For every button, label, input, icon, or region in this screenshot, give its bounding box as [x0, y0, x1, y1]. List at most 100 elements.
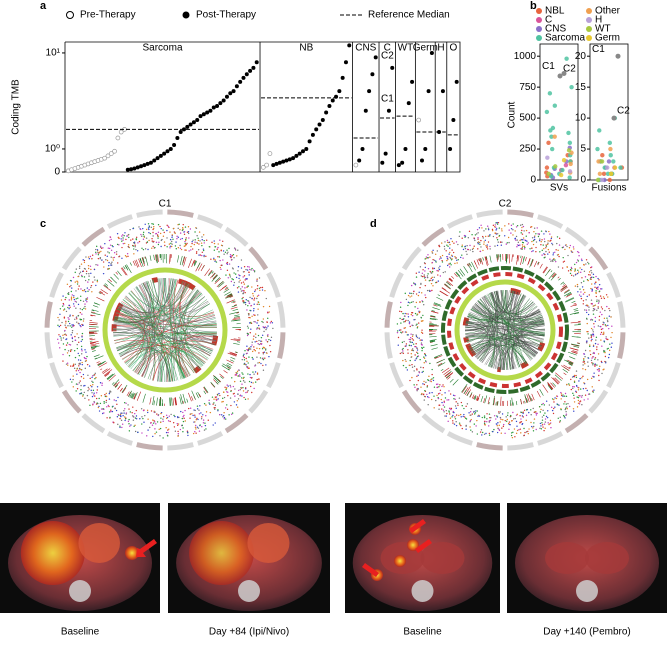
- bar-tick: [460, 269, 465, 276]
- cn-dot: [201, 242, 202, 243]
- cn-dot: [151, 238, 152, 239]
- cn-dot: [263, 359, 264, 360]
- point: [564, 56, 568, 60]
- cn-dot: [221, 401, 222, 402]
- cn-dot: [234, 247, 235, 248]
- bar-tick: [570, 348, 578, 350]
- bar-tick: [224, 370, 228, 373]
- cn-dot: [94, 402, 95, 403]
- highlight-label: C1: [592, 44, 605, 55]
- cn-dot: [414, 306, 415, 307]
- cn-dot: [611, 326, 612, 327]
- cn-dot: [446, 413, 447, 414]
- cn-dot: [112, 246, 113, 247]
- cn-dot: [556, 398, 557, 399]
- cn-dot: [464, 416, 465, 417]
- ideogram: [477, 212, 503, 215]
- cn-dot: [258, 378, 259, 379]
- cn-dot: [163, 236, 164, 237]
- cn-dot: [121, 258, 122, 259]
- cn-dot: [440, 390, 441, 391]
- cn-dot: [258, 295, 259, 296]
- cn-dot: [473, 248, 474, 249]
- bar-tick: [569, 357, 575, 359]
- cn-dot: [451, 259, 452, 260]
- highlight-point: [612, 116, 617, 121]
- pre-point: [113, 149, 117, 153]
- cn-dot: [573, 397, 574, 398]
- cn-dot: [444, 241, 445, 242]
- cn-dot: [475, 234, 476, 235]
- cn-dot: [422, 315, 423, 316]
- cn-dot: [465, 248, 466, 249]
- cn-dot: [544, 257, 545, 258]
- bar-tick: [565, 298, 573, 302]
- cn-dot: [196, 235, 197, 236]
- cn-dot: [586, 319, 587, 320]
- cn-dot: [213, 259, 214, 260]
- cn-dot: [88, 399, 89, 400]
- cn-dot: [432, 252, 433, 253]
- highlight-label: C2: [563, 64, 576, 75]
- cn-dot: [477, 248, 478, 249]
- cn-dot: [261, 321, 262, 322]
- cn-dot: [591, 378, 592, 379]
- cn-dot: [232, 267, 233, 268]
- legend-marker: [183, 12, 190, 19]
- cn-dot: [219, 239, 220, 240]
- cn-dot: [561, 393, 562, 394]
- cn-dot: [474, 411, 475, 412]
- cn-dot: [455, 399, 456, 400]
- cn-dot: [250, 386, 251, 387]
- spine: [69, 580, 91, 602]
- cn-dot: [417, 327, 418, 328]
- cn-dot: [431, 272, 432, 273]
- cn-dot: [429, 256, 430, 257]
- cn-dot: [136, 237, 137, 238]
- cn-dot: [566, 406, 567, 407]
- cn-dot: [81, 336, 82, 337]
- cn-dot: [151, 410, 152, 411]
- cn-dot: [411, 364, 412, 365]
- cn-dot: [230, 385, 231, 386]
- post-point: [347, 43, 351, 47]
- cn-dot: [421, 342, 422, 343]
- cn-dot: [127, 256, 128, 257]
- cn-dot: [153, 226, 154, 227]
- cn-dot: [99, 410, 100, 411]
- cn-dot: [579, 401, 580, 402]
- cn-dot: [222, 259, 223, 260]
- cn-dot: [248, 271, 249, 272]
- cn-dot: [262, 357, 263, 358]
- cn-dot: [465, 246, 466, 247]
- cn-dot: [474, 423, 475, 424]
- cn-dot: [227, 252, 228, 253]
- cn-dot: [581, 395, 582, 396]
- post-point: [451, 118, 455, 122]
- cn-dot: [520, 428, 521, 429]
- cn-dot: [87, 287, 88, 288]
- cn-dot: [580, 296, 581, 297]
- cn-dot: [482, 236, 483, 237]
- cn-dot: [583, 289, 584, 290]
- cn-dot: [105, 259, 106, 260]
- point: [569, 85, 573, 89]
- point: [596, 178, 600, 182]
- cn-dot: [125, 403, 126, 404]
- bar-tick: [512, 398, 513, 406]
- post-point: [228, 91, 232, 95]
- cn-dot: [524, 410, 525, 411]
- cn-dot: [83, 259, 84, 260]
- cn-dot: [444, 246, 445, 247]
- cn-dot: [417, 337, 418, 338]
- cn-dot: [522, 423, 523, 424]
- cn-dot: [194, 421, 195, 422]
- cn-dot: [587, 262, 588, 263]
- cn-dot: [203, 240, 204, 241]
- cn-dot: [549, 240, 550, 241]
- cn-dot: [522, 246, 523, 247]
- cn-dot: [484, 421, 485, 422]
- cn-dot: [259, 348, 260, 349]
- cn-dot: [593, 346, 594, 347]
- cn-dot: [539, 238, 540, 239]
